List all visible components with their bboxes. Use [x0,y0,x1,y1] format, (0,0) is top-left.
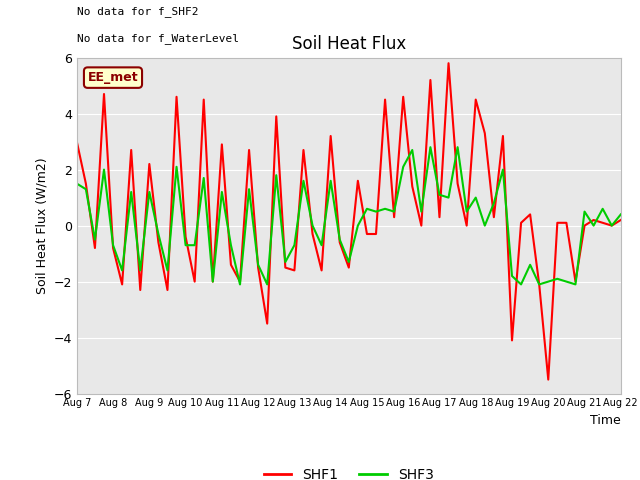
SHF3 [372,209,380,215]
SHF3 [426,144,434,150]
SHF3 [617,212,625,217]
X-axis label: Time: Time [590,414,621,427]
Line: SHF3: SHF3 [77,147,621,284]
SHF3 [408,147,416,153]
SHF1 [264,321,271,326]
SHF1 [363,231,371,237]
SHF3 [273,172,280,178]
Text: EE_met: EE_met [88,71,138,84]
SHF1 [182,234,189,240]
SHF1 [73,139,81,144]
Legend: SHF1, SHF3: SHF1, SHF3 [258,462,440,480]
SHF3 [182,242,189,248]
Text: No data for f_WaterLevel: No data for f_WaterLevel [77,33,239,44]
SHF1 [200,97,207,103]
SHF3 [73,181,81,187]
SHF3 [200,175,207,181]
SHF3 [563,279,570,285]
SHF1 [617,217,625,223]
Y-axis label: Soil Heat Flux (W/m2): Soil Heat Flux (W/m2) [35,157,48,294]
SHF1 [445,60,452,66]
SHF1 [545,377,552,383]
SHF1 [399,94,407,100]
Title: Soil Heat Flux: Soil Heat Flux [292,35,406,53]
SHF1 [563,220,570,226]
Line: SHF1: SHF1 [77,63,621,380]
Text: No data for f_SHF2: No data for f_SHF2 [77,6,198,17]
SHF3 [236,281,244,287]
